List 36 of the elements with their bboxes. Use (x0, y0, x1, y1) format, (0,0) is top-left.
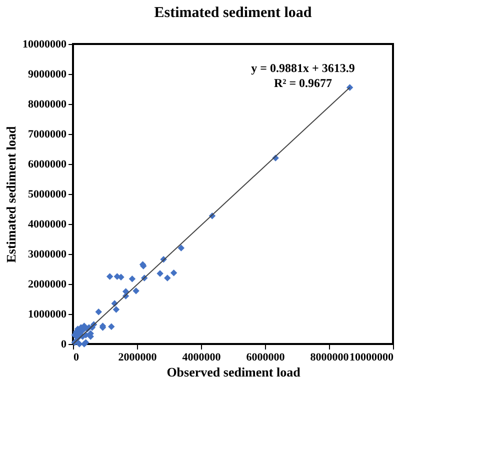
y-tick-label: 3000000 (28, 248, 67, 260)
point (106, 273, 114, 280)
x-tick-label: 0 (74, 352, 80, 364)
point (118, 274, 124, 280)
y-tick-label: 6000000 (28, 158, 67, 170)
point (80, 322, 88, 330)
x-tick-label: 8000000 (310, 352, 350, 364)
y-tick-label: 10000000 (22, 38, 67, 50)
x-axis-title: Observed sediment load (166, 364, 302, 380)
x-tick-label: 2000000 (118, 352, 158, 364)
point (132, 288, 140, 294)
y-tick-label: 1000000 (28, 308, 67, 320)
y-tick-label: 4000000 (28, 218, 67, 230)
y-tick-label: 0 (61, 338, 67, 350)
point (164, 274, 171, 282)
y-axis-title: Estimated sediment load (4, 125, 18, 263)
annotation: R² = 0.9677 (274, 76, 332, 90)
point (156, 270, 164, 277)
x-tick-label: 4000000 (182, 352, 222, 364)
point (170, 270, 178, 276)
x-tick-label: 6000000 (246, 352, 286, 364)
y-tick-label: 2000000 (28, 278, 67, 290)
y-tick-label: 7000000 (28, 128, 67, 140)
annotation: y = 0.9881x + 3613.9 (251, 61, 355, 75)
point (178, 244, 185, 252)
chart-title: Estimated sediment load (154, 5, 312, 21)
point (128, 276, 136, 282)
point (108, 323, 115, 330)
y-tick-label: 8000000 (28, 98, 67, 110)
point (112, 306, 120, 313)
y-tick-label: 9000000 (28, 68, 67, 80)
y-tick-label: 5000000 (28, 188, 67, 200)
point (71, 332, 78, 338)
x-tick-label: 10000000 (350, 352, 394, 364)
point (346, 84, 354, 91)
point (95, 308, 102, 316)
